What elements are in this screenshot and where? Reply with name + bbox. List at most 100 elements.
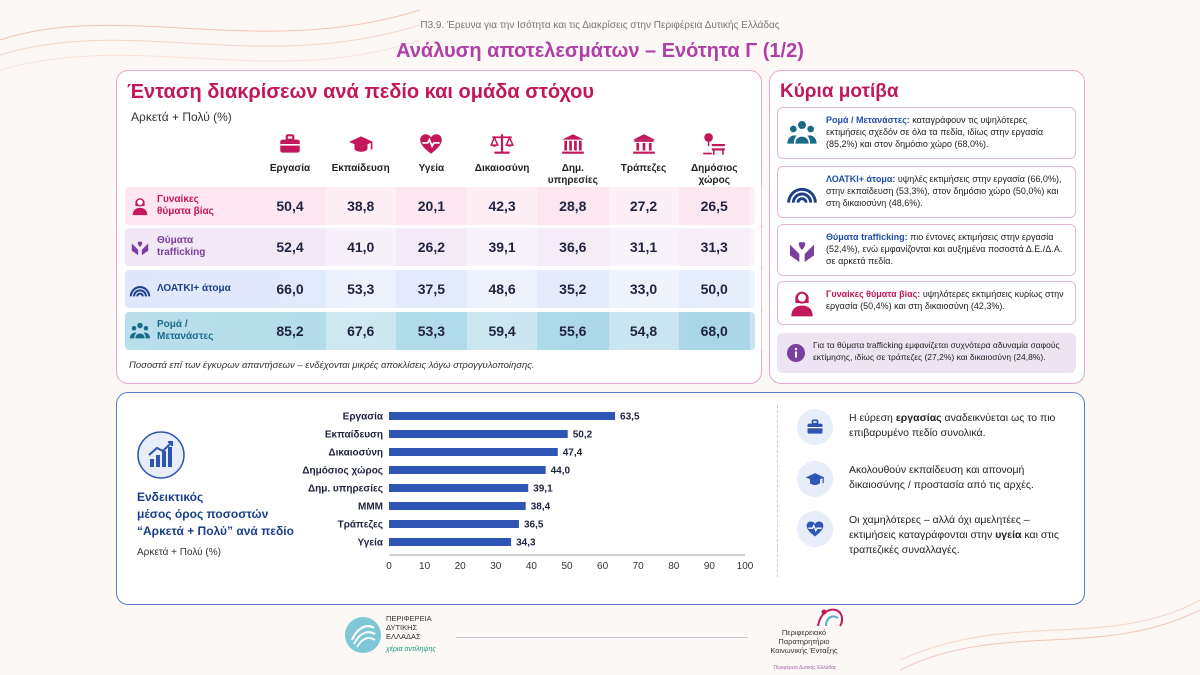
logo-line: ΔΥΤΙΚΗΣ bbox=[386, 623, 418, 632]
x-tick-label: 30 bbox=[490, 561, 502, 572]
bar-value-label: 50,2 bbox=[573, 430, 593, 441]
graduation-cap-icon bbox=[326, 131, 396, 159]
column-header: Τράπεζες bbox=[609, 131, 679, 175]
bar-value-label: 47,4 bbox=[563, 448, 583, 459]
column-label: Εργασία bbox=[269, 163, 311, 174]
bar-value-label: 39,1 bbox=[533, 484, 553, 495]
woman-icon bbox=[786, 287, 818, 319]
column-header: Εκπαίδευση bbox=[326, 131, 396, 175]
x-tick-label: 10 bbox=[419, 561, 431, 572]
table-cell: 53,3 bbox=[417, 323, 446, 339]
table-row: ΛΟΑΤΚΙ+ άτομα 66,0 53,3 37,5 48,6 35,2 33,0 50,… bbox=[125, 270, 820, 308]
briefcase-icon bbox=[255, 131, 325, 159]
motif-text: ΛΟΑΤΚΙ+ άτομα: υψηλές εκτιμήσεις στην ερ… bbox=[826, 173, 1069, 209]
table-cell: 42,3 bbox=[467, 187, 538, 225]
bar bbox=[389, 448, 558, 456]
column-label: Τράπεζες bbox=[620, 163, 667, 174]
scales-icon bbox=[467, 131, 537, 159]
table-cell: 26,2 bbox=[417, 239, 446, 255]
finding-highlight: εργασίας bbox=[895, 412, 942, 424]
x-tick-label: 50 bbox=[561, 561, 573, 572]
logo-line: Παρατηρητήριο bbox=[778, 637, 830, 646]
motifs-info-text: Για τα θύματα trafficking εμφανίζεται συ… bbox=[813, 340, 1060, 362]
column-header: Εργασία bbox=[255, 131, 325, 175]
bar-category-label: Δικαιοσύνη bbox=[328, 448, 383, 459]
finding-text-part: Ακολουθούν εκπαίδευση και απονομή δικαιο… bbox=[849, 464, 1034, 491]
group-icon bbox=[129, 320, 151, 342]
public-building-icon bbox=[538, 131, 608, 159]
bank-icon bbox=[609, 131, 679, 159]
woman-icon bbox=[129, 195, 151, 217]
motif-text: Γυναίκες θύματα βίας: υψηλότερες εκτιμήσ… bbox=[826, 288, 1069, 312]
x-tick-label: 60 bbox=[597, 561, 609, 572]
column-label: Δημόσιος χώρος bbox=[690, 163, 738, 186]
row-label-text: ΛΟΑΤΚΙ+ άτομα bbox=[157, 283, 231, 294]
table-cell: 26,5 bbox=[700, 198, 728, 214]
finding-text-part: Η εύρεση bbox=[849, 412, 896, 424]
observatory-logo-icon bbox=[817, 608, 844, 627]
motif-group: Θύματα trafficking: bbox=[826, 232, 908, 242]
row-label: Γυναίκες θύματα βίας bbox=[127, 187, 235, 225]
row-label: Ρομά / Μετανάστες bbox=[127, 312, 235, 350]
motif-description: πιο έντονες εκτιμήσεις στην εργασία (52,… bbox=[826, 232, 1063, 266]
heart-pulse-icon bbox=[396, 131, 466, 159]
growth-chart-icon bbox=[137, 431, 185, 479]
table-cell: 31,3 bbox=[700, 239, 728, 255]
table-cell: 85,2 bbox=[276, 323, 304, 339]
finding-text-part: αναδεικνύεται ως το πιο επιβαρυμένο πεδί… bbox=[849, 412, 1056, 439]
table-cell: 28,8 bbox=[559, 198, 587, 214]
average-bars-card: Ενδεικτικός μέσος όρος ποσοστών “Αρκετά … bbox=[116, 392, 1085, 605]
intensity-table-card: Ένταση διακρίσεων ανά πεδίο και ομάδα στ… bbox=[116, 70, 820, 384]
bar-value-label: 34,3 bbox=[516, 538, 536, 549]
table-cell: 67,6 bbox=[325, 312, 396, 350]
table-cell: 20,1 bbox=[417, 198, 446, 214]
bar-category-label: Τράπεζες bbox=[338, 520, 383, 531]
region-logo-icon bbox=[345, 617, 381, 653]
bar bbox=[389, 466, 546, 474]
region-logo-tagline: χέρια αντίληψης bbox=[386, 646, 436, 653]
page-title: Ανάλυση αποτελεσμάτων – Ενότητα Γ (1/2) bbox=[396, 40, 804, 62]
motif-item: Θύματα trafficking: πιο έντονες εκτιμήσε… bbox=[777, 224, 1076, 276]
column-label: Δημ. υπηρεσίες bbox=[547, 163, 598, 186]
table-subtitle: Αρκετά + Πολύ (%) bbox=[131, 110, 232, 124]
finding-text-part: Οι χαμηλότερες – αλλά όχι αμελητέες – εκ… bbox=[849, 514, 1030, 541]
bar bbox=[389, 412, 616, 420]
table-cell: 48,6 bbox=[467, 270, 538, 308]
logo-line: Κοινωνικής Ένταξης bbox=[770, 646, 838, 655]
region-logo-text: ΠΕΡΙΦΕΡΕΙΑ ΔΥΤΙΚΗΣ ΕΛΛΑΔΑΣ bbox=[386, 614, 432, 641]
hands-icon bbox=[786, 234, 818, 266]
bar bbox=[389, 484, 529, 492]
bars-title-line: Ενδεικτικός bbox=[137, 490, 204, 504]
row-label: Θύματα trafficking bbox=[127, 228, 235, 266]
briefcase-icon bbox=[797, 409, 833, 445]
table-cell: 68,0 bbox=[700, 323, 728, 339]
bars-title-line: μέσος όρος ποσοστών bbox=[137, 507, 269, 521]
footer-divider bbox=[456, 637, 748, 638]
table-cell: 50,4 bbox=[276, 198, 304, 214]
table-cell: 66,0 bbox=[276, 281, 304, 297]
column-label: Εκπαίδευση bbox=[331, 163, 390, 174]
bar-category-label: Υγεία bbox=[358, 538, 384, 549]
row-label-text: Ρομά / Μετανάστες bbox=[157, 319, 214, 342]
x-tick-label: 100 bbox=[737, 561, 754, 572]
table-cell: 37,5 bbox=[417, 281, 446, 297]
motif-item: Γυναίκες θύματα βίας: υψηλότερες εκτιμήσ… bbox=[777, 281, 1076, 325]
x-tick-label: 80 bbox=[668, 561, 680, 572]
table-cell: 59,4 bbox=[467, 312, 538, 350]
bars-title-line: “Αρκετά + Πολύ” ανά πεδίο bbox=[137, 524, 294, 538]
rainbow-icon bbox=[129, 278, 151, 300]
divider bbox=[777, 405, 778, 577]
table-cell: 35,2 bbox=[559, 281, 587, 297]
motif-text: Ρομά / Μετανάστες: καταγράφουν τις υψηλό… bbox=[826, 114, 1069, 150]
bar-value-label: 44,0 bbox=[551, 466, 571, 477]
average-bar-chart: Εργασία 63,5 Εκπαίδευση 50,2 Δικαιοσύνη 47,4 Δ… bbox=[302, 412, 754, 573]
table-cell: 50,0 bbox=[700, 281, 728, 297]
motif-description: καταγράφουν τις υψηλότερες εκτιμήσεις σχ… bbox=[826, 115, 1044, 149]
x-tick-label: 70 bbox=[633, 561, 645, 572]
motif-group: Ρομά / Μετανάστες: bbox=[826, 115, 910, 125]
graduation-cap-icon bbox=[797, 461, 833, 497]
table-row: Ρομά / Μετανάστες 85,2 67,6 53,3 59,4 55,6 54,… bbox=[125, 312, 820, 350]
background-swirl-right bbox=[900, 600, 1200, 671]
column-label: Δικαιοσύνη bbox=[474, 163, 530, 174]
row-label: ΛΟΑΤΚΙ+ άτομα bbox=[127, 270, 235, 308]
